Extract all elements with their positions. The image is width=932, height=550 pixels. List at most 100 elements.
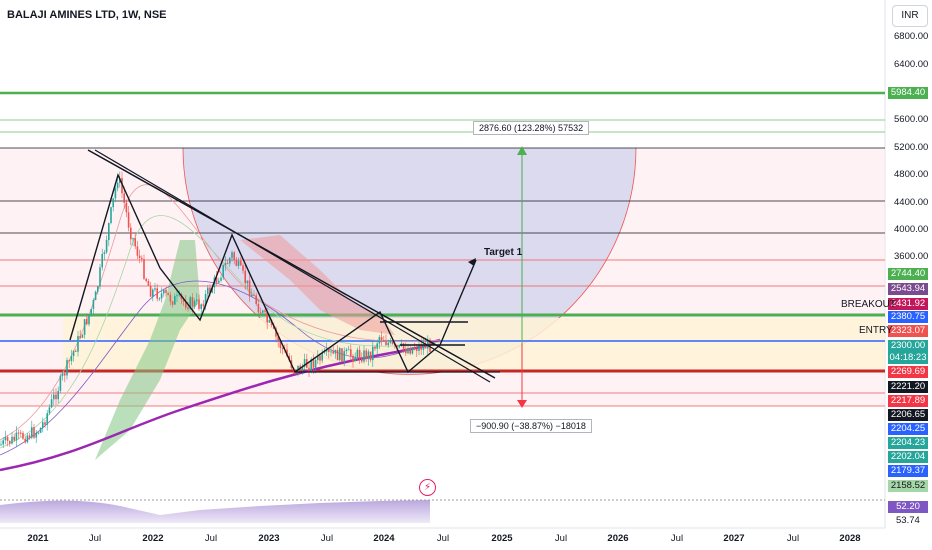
candle-body: [123, 193, 125, 203]
candle-body: [350, 349, 352, 356]
candle-body: [145, 278, 147, 282]
candle-body: [160, 293, 163, 299]
candle-body: [367, 351, 370, 360]
breakout-label: BREAKOUT: [841, 299, 897, 310]
price-badge: 2217.89: [888, 395, 928, 407]
candle-body: [169, 294, 172, 302]
candle-body: [411, 347, 414, 354]
candle-body: [75, 350, 77, 352]
candle-body: [361, 358, 363, 362]
entry-label: ENTRY: [859, 325, 893, 336]
candle-body: [268, 320, 271, 323]
candle-body: [86, 319, 88, 325]
price-badge: 2431.92: [888, 298, 928, 310]
time-tick: 2023: [258, 533, 280, 544]
price-badge: 2204.23: [888, 437, 928, 449]
price-badge: 5984.40: [888, 87, 928, 99]
candle-body: [319, 355, 321, 361]
candle-body: [237, 260, 240, 266]
candle-body: [61, 373, 64, 376]
candle-body: [242, 265, 244, 271]
candle-body: [259, 312, 262, 314]
candle-body: [387, 342, 389, 346]
candle-body: [50, 399, 53, 408]
candle-body: [363, 350, 365, 362]
candle-body: [231, 252, 233, 258]
candle-body: [0, 444, 2, 446]
candle-body: [240, 260, 242, 266]
candle-body: [110, 207, 112, 224]
candle-body: [127, 212, 130, 228]
time-tick: 2025: [491, 533, 513, 544]
candle-body: [48, 407, 51, 414]
price-badge: 2158.52: [888, 480, 928, 492]
currency-button[interactable]: INR: [892, 5, 928, 27]
candle-body: [185, 301, 187, 308]
candle-body: [248, 280, 251, 297]
candle-body: [418, 344, 420, 351]
candle-body: [22, 432, 24, 439]
candle-body: [178, 294, 180, 296]
candle-body: [413, 347, 416, 350]
candle-body: [9, 440, 11, 444]
candle-body: [108, 223, 110, 240]
candle-body: [330, 351, 332, 353]
countdown-badge: 04:18:23: [888, 352, 928, 364]
candle-body: [420, 344, 422, 350]
candle-body: [42, 422, 44, 428]
candle-body: [255, 295, 257, 304]
candle-body: [354, 357, 356, 362]
candle-body: [244, 270, 246, 284]
candle-body: [66, 360, 68, 376]
candle-body: [209, 287, 211, 293]
candle-body: [277, 336, 279, 342]
price-badge: 2221.20: [888, 381, 928, 393]
candle-body: [200, 304, 202, 309]
candle-body: [328, 349, 330, 352]
entry-zone: [63, 318, 885, 371]
lightning-icon[interactable]: ⚡: [419, 479, 436, 496]
candle-body: [424, 344, 427, 349]
candle-body: [103, 252, 106, 254]
candle-body: [416, 349, 418, 351]
candle-body: [6, 437, 9, 441]
candle-body: [35, 432, 37, 438]
candle-body: [341, 348, 343, 362]
candle-body: [132, 238, 134, 240]
candle-body: [389, 340, 392, 343]
candle-body: [112, 198, 114, 208]
candle-body: [198, 299, 200, 309]
time-tick: Jul: [320, 533, 334, 544]
candle-body: [97, 286, 99, 292]
candle-body: [347, 349, 350, 351]
price-tick: 5200.00: [894, 142, 929, 153]
candle-body: [167, 292, 169, 295]
candle-body: [171, 301, 174, 305]
candle-body: [154, 288, 156, 290]
candle-body: [352, 355, 354, 362]
candle-body: [31, 427, 33, 438]
candle-body: [262, 310, 264, 313]
candle-body: [356, 349, 359, 358]
candle-body: [369, 351, 372, 361]
candle-body: [134, 238, 136, 247]
candle-body: [33, 427, 35, 438]
price-badge: 2323.07: [888, 325, 928, 337]
measure-down-label: −900.90 (−38.87%) −18018: [470, 419, 592, 433]
candle-body: [211, 287, 213, 293]
candle-body: [279, 341, 282, 349]
candle-body: [383, 340, 385, 342]
candle-body: [339, 348, 341, 361]
candle-body: [138, 255, 141, 259]
candle-body: [286, 349, 288, 357]
time-tick: Jul: [436, 533, 450, 544]
candle-body: [116, 182, 119, 189]
trendline-upper: [87, 149, 496, 379]
candle-body: [94, 291, 97, 301]
candle-body: [53, 394, 55, 400]
candle-body: [101, 253, 103, 268]
wave-path: [69, 172, 477, 374]
candle-body: [229, 257, 231, 264]
candle-body: [275, 328, 277, 337]
